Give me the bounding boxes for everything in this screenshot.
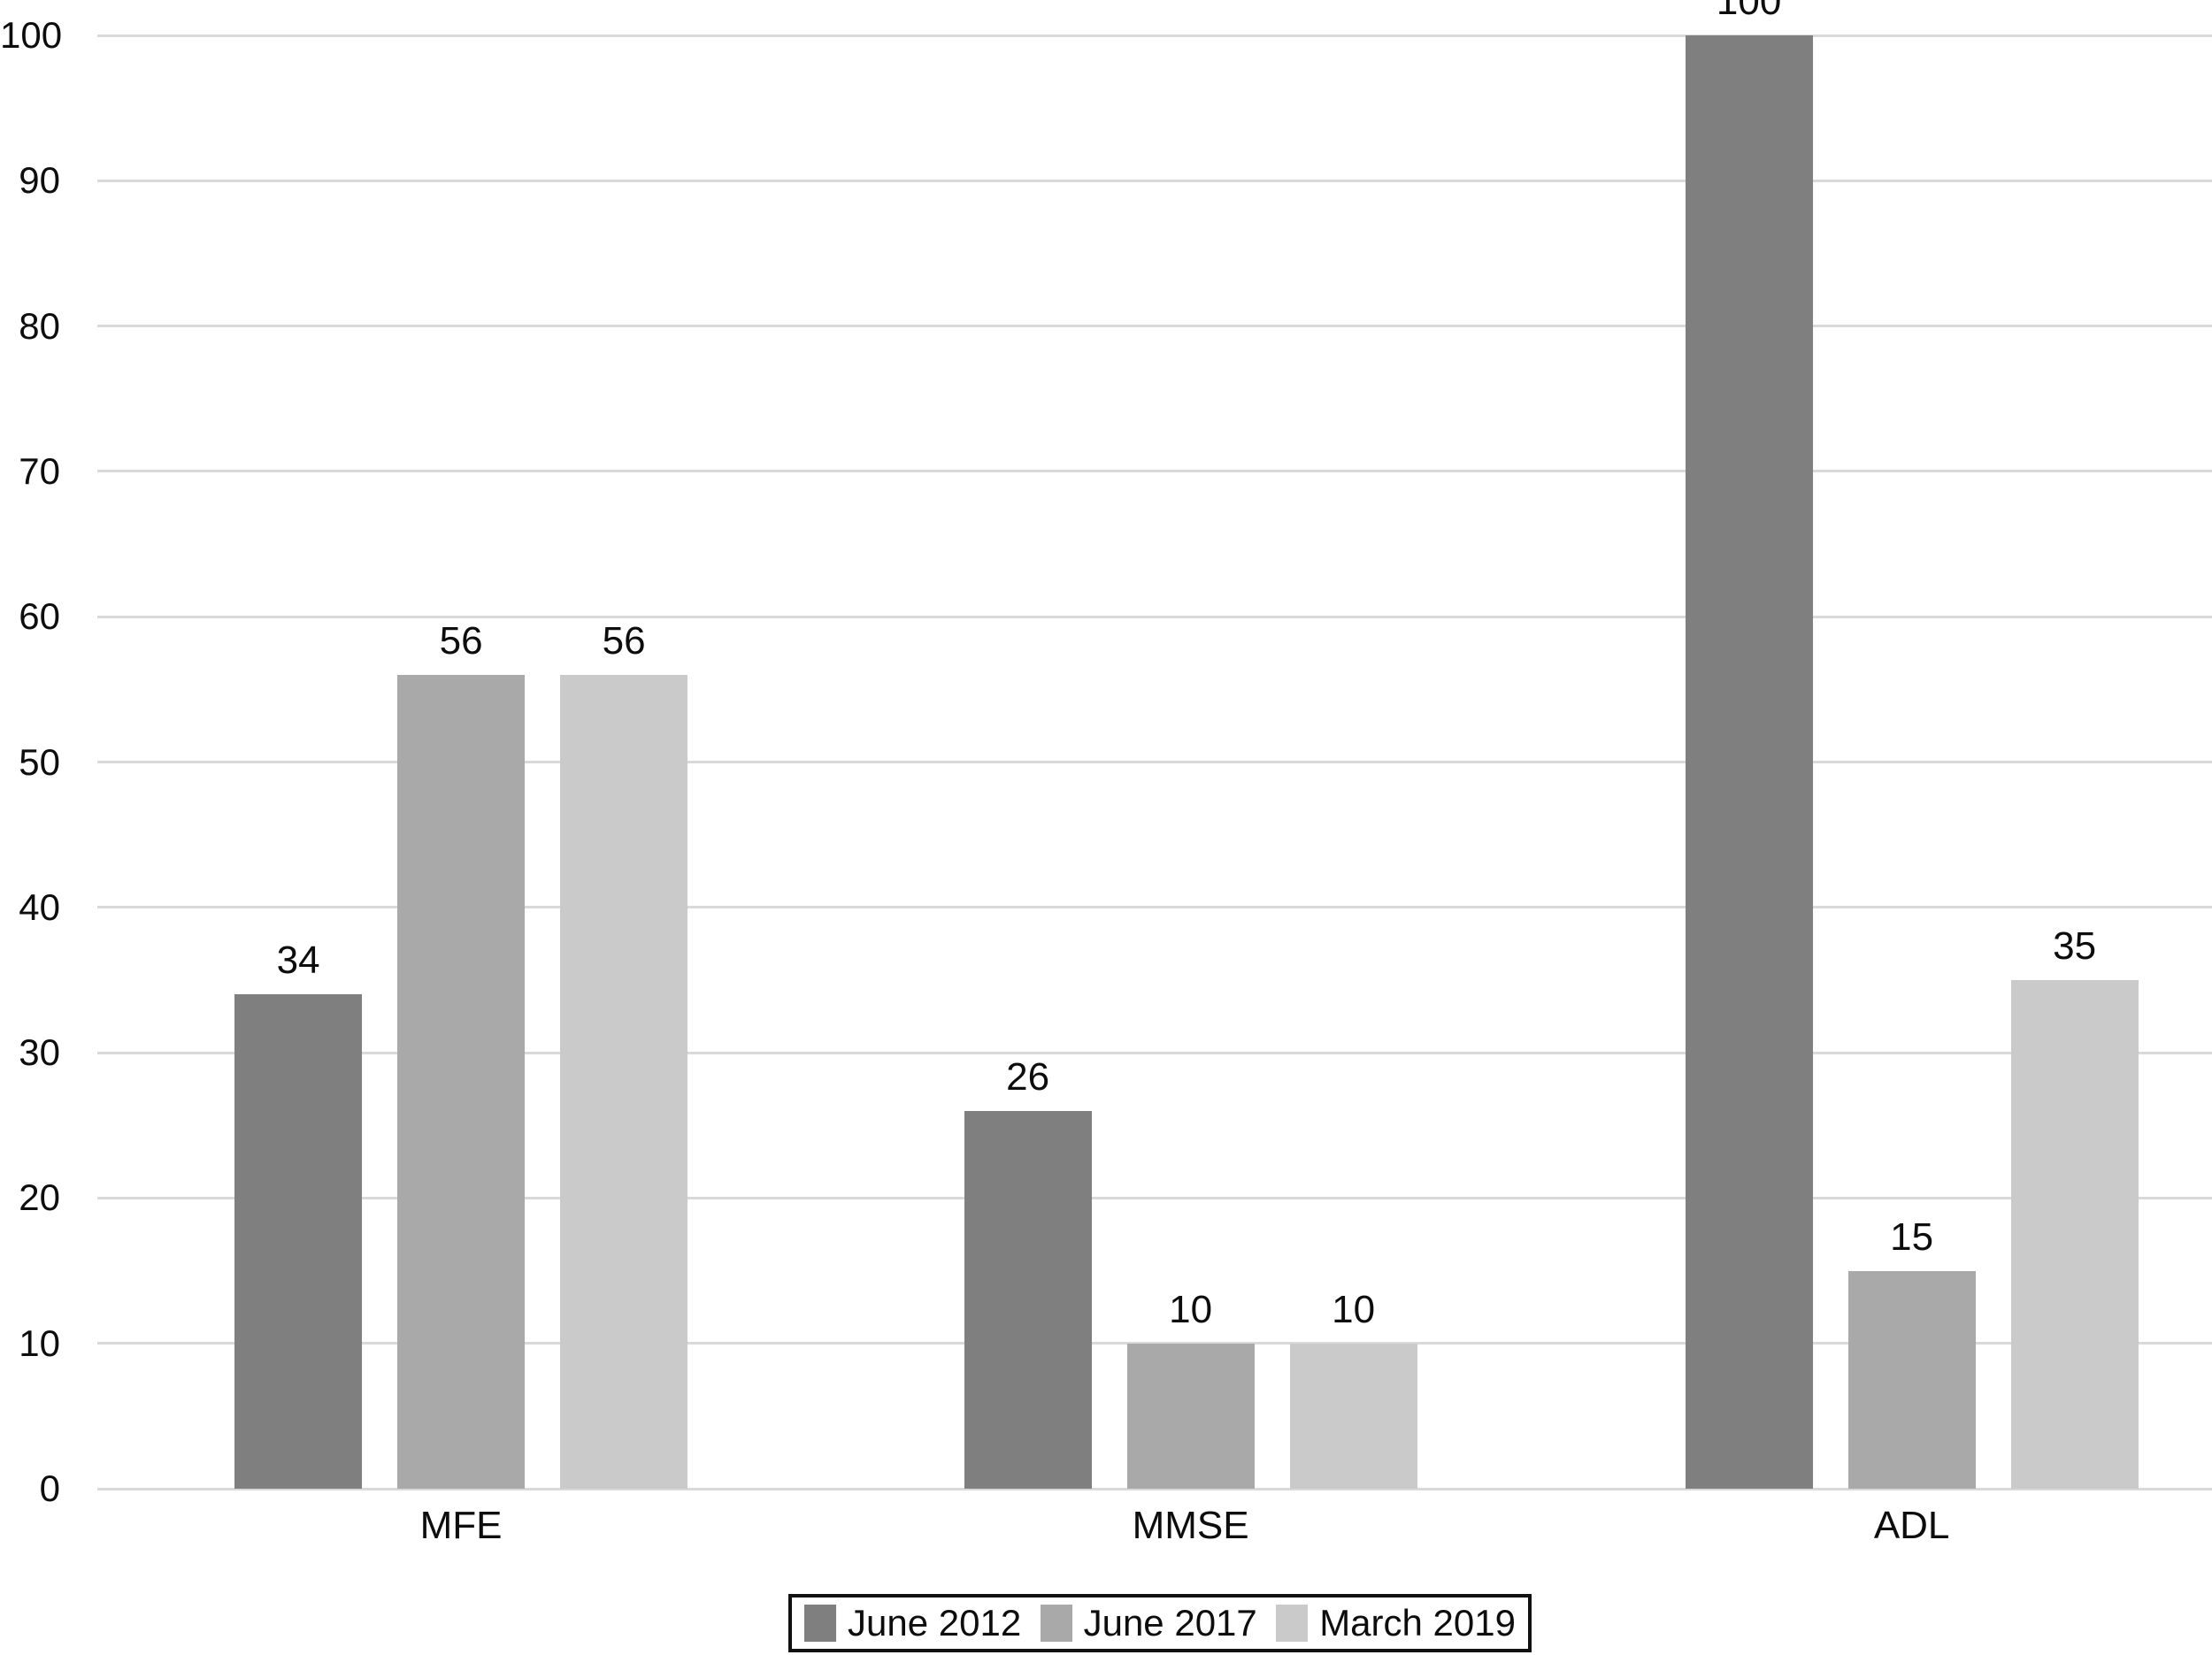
category-label: ADL bbox=[1873, 1504, 1950, 1547]
y-gridline bbox=[97, 761, 2212, 763]
bar-value-label: 15 bbox=[1890, 1214, 1934, 1259]
y-gridline bbox=[97, 325, 2212, 328]
y-tick-label: 30 bbox=[19, 1031, 60, 1074]
bar-value-label: 26 bbox=[1006, 1054, 1050, 1099]
y-tick-label: 80 bbox=[19, 304, 60, 347]
bar-wrap: 10 bbox=[1126, 1290, 1255, 1489]
y-gridline bbox=[97, 470, 2212, 473]
legend-swatch bbox=[804, 1605, 836, 1642]
legend-swatch bbox=[1276, 1605, 1309, 1642]
legend-item: June 2012 bbox=[804, 1605, 1021, 1642]
bar-value-label: 56 bbox=[439, 618, 483, 663]
y-tick-label: 0 bbox=[39, 1467, 60, 1509]
bar-value-label: 100 bbox=[1716, 0, 1782, 23]
y-tick-label: 50 bbox=[19, 740, 60, 783]
bar bbox=[234, 994, 363, 1489]
y-axis: 0 10 20 30 40 50 60 70 80 90 100 bbox=[0, 0, 63, 1655]
bar-value-label: 56 bbox=[602, 618, 646, 663]
y-gridline bbox=[97, 1342, 2212, 1345]
y-gridline bbox=[97, 906, 2212, 909]
y-tick-label: 10 bbox=[19, 1322, 60, 1364]
plot-area: 34 56 56 MFE 26 10 10 MMSE 100 15 35 ADL bbox=[97, 0, 2212, 1545]
y-tick-label: 100 bbox=[0, 14, 63, 56]
bar-wrap: 56 bbox=[397, 621, 526, 1489]
category-label: MMSE bbox=[1132, 1504, 1249, 1547]
category-group: 100 15 35 bbox=[1685, 0, 2139, 1489]
bar bbox=[397, 674, 526, 1489]
y-gridline bbox=[97, 34, 2212, 37]
legend-label: June 2017 bbox=[1083, 1602, 1257, 1644]
y-tick-label: 20 bbox=[19, 1176, 60, 1219]
bar-wrap: 15 bbox=[1847, 1217, 1976, 1489]
bar-value-label: 10 bbox=[1169, 1287, 1213, 1331]
y-gridline bbox=[97, 179, 2212, 182]
category-group: 26 10 10 bbox=[964, 1057, 1417, 1489]
legend: June 2012 June 2017 March 2019 bbox=[788, 1594, 1532, 1652]
bar-wrap: 34 bbox=[234, 941, 363, 1489]
bar-wrap: 35 bbox=[2010, 926, 2139, 1489]
y-gridline bbox=[97, 1051, 2212, 1054]
bar bbox=[1126, 1343, 1255, 1489]
legend-item: March 2019 bbox=[1276, 1605, 1516, 1642]
y-tick-label: 90 bbox=[19, 159, 60, 202]
category-group: 34 56 56 bbox=[234, 621, 688, 1489]
y-gridline bbox=[97, 1487, 2212, 1490]
legend-swatch bbox=[1040, 1605, 1072, 1642]
y-tick-label: 60 bbox=[19, 595, 60, 638]
y-tick-label: 40 bbox=[19, 885, 60, 928]
bar bbox=[2010, 979, 2139, 1489]
y-tick-label: 70 bbox=[19, 449, 60, 492]
bar-wrap: 100 bbox=[1685, 0, 1813, 1489]
legend-item: June 2017 bbox=[1040, 1602, 1257, 1644]
bar-wrap: 10 bbox=[1289, 1290, 1417, 1489]
bar bbox=[560, 674, 688, 1489]
category-label: MFE bbox=[419, 1504, 503, 1547]
y-gridline bbox=[97, 615, 2212, 618]
bar bbox=[1847, 1270, 1976, 1489]
bar bbox=[1289, 1343, 1417, 1489]
bar-value-label: 34 bbox=[276, 939, 320, 983]
bar bbox=[964, 1110, 1092, 1489]
y-gridline bbox=[97, 1196, 2212, 1199]
bar-wrap: 56 bbox=[560, 621, 688, 1489]
bar-wrap: 26 bbox=[964, 1057, 1092, 1489]
bar-value-label: 35 bbox=[2053, 923, 2097, 968]
legend-label: June 2012 bbox=[848, 1602, 1022, 1644]
bar bbox=[1685, 35, 1813, 1489]
bar-value-label: 10 bbox=[1332, 1287, 1376, 1331]
legend-label: March 2019 bbox=[1319, 1602, 1516, 1644]
